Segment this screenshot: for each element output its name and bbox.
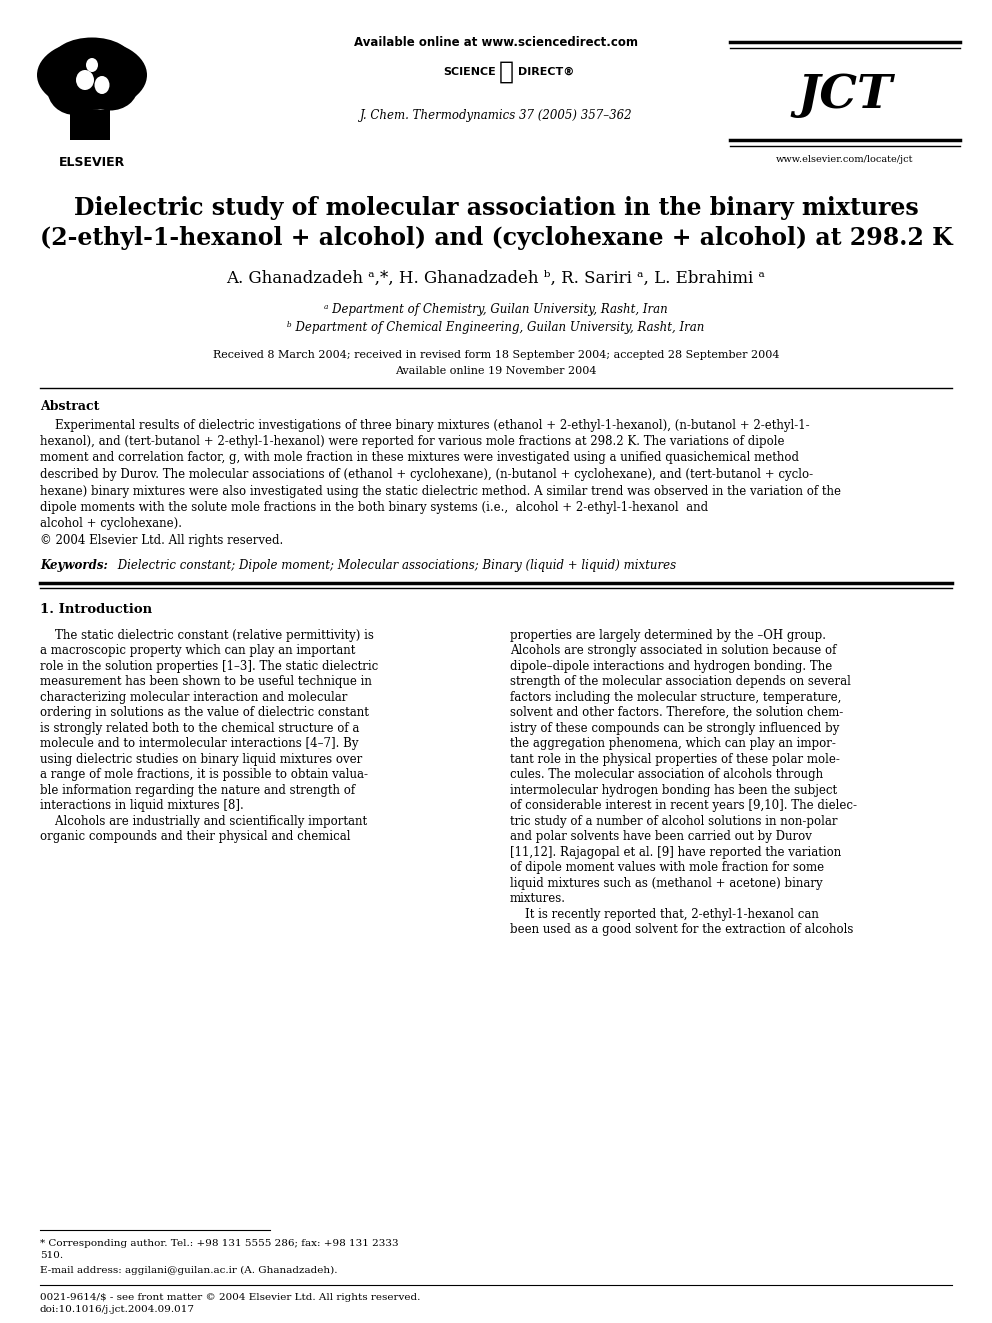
Text: SCIENCE: SCIENCE: [443, 67, 496, 77]
Text: Alcohols are strongly associated in solution because of: Alcohols are strongly associated in solu…: [510, 644, 836, 658]
Text: the aggregation phenomena, which can play an impor-: the aggregation phenomena, which can pla…: [510, 737, 836, 750]
Text: and polar solvents have been carried out by Durov: and polar solvents have been carried out…: [510, 831, 811, 843]
Ellipse shape: [94, 75, 109, 94]
Ellipse shape: [48, 65, 102, 115]
Text: * Corresponding author. Tel.: +98 131 5555 286; fax: +98 131 2333: * Corresponding author. Tel.: +98 131 55…: [40, 1240, 399, 1249]
Text: interactions in liquid mixtures [8].: interactions in liquid mixtures [8].: [40, 799, 244, 812]
Text: characterizing molecular interaction and molecular: characterizing molecular interaction and…: [40, 691, 347, 704]
Text: organic compounds and their physical and chemical: organic compounds and their physical and…: [40, 831, 350, 843]
Text: Abstract: Abstract: [40, 400, 99, 413]
Text: a macroscopic property which can play an important: a macroscopic property which can play an…: [40, 644, 355, 658]
Text: is strongly related both to the chemical structure of a: is strongly related both to the chemical…: [40, 722, 359, 734]
Text: It is recently reported that, 2-ethyl-1-hexanol can: It is recently reported that, 2-ethyl-1-…: [510, 908, 818, 921]
Text: strength of the molecular association depends on several: strength of the molecular association de…: [510, 675, 851, 688]
Text: Alcohols are industrially and scientifically important: Alcohols are industrially and scientific…: [40, 815, 367, 828]
Text: using dielectric studies on binary liquid mixtures over: using dielectric studies on binary liqui…: [40, 753, 362, 766]
Text: liquid mixtures such as (methanol + acetone) binary: liquid mixtures such as (methanol + acet…: [510, 877, 822, 890]
Text: tric study of a number of alcohol solutions in non-polar: tric study of a number of alcohol soluti…: [510, 815, 837, 828]
Text: ⓓ: ⓓ: [499, 60, 514, 83]
Text: Experimental results of dielectric investigations of three binary mixtures (etha: Experimental results of dielectric inves…: [40, 418, 809, 431]
Text: been used as a good solvent for the extraction of alcohols: been used as a good solvent for the extr…: [510, 923, 853, 937]
Text: factors including the molecular structure, temperature,: factors including the molecular structur…: [510, 691, 841, 704]
Text: hexane) binary mixtures were also investigated using the static dielectric metho: hexane) binary mixtures were also invest…: [40, 484, 841, 497]
Text: (2-ethyl-1-hexanol + alcohol) and (cyclohexane + alcohol) at 298.2 K: (2-ethyl-1-hexanol + alcohol) and (cyclo…: [40, 226, 952, 250]
Text: ELSEVIER: ELSEVIER: [59, 156, 125, 168]
Text: 510.: 510.: [40, 1252, 63, 1261]
Text: intermolecular hydrogen bonding has been the subject: intermolecular hydrogen bonding has been…: [510, 783, 837, 796]
Bar: [70, 110, 110, 140]
Text: ᵃ Department of Chemistry, Guilan University, Rasht, Iran: ᵃ Department of Chemistry, Guilan Univer…: [324, 303, 668, 316]
Text: Available online 19 November 2004: Available online 19 November 2004: [395, 366, 597, 376]
Text: JCT: JCT: [798, 71, 893, 118]
Text: 0021-9614/$ - see front matter © 2004 Elsevier Ltd. All rights reserved.: 0021-9614/$ - see front matter © 2004 El…: [40, 1293, 421, 1302]
Text: A. Ghanadzadeh ᵃ,*, H. Ghanadzadeh ᵇ, R. Sariri ᵃ, L. Ebrahimi ᵃ: A. Ghanadzadeh ᵃ,*, H. Ghanadzadeh ᵇ, R.…: [226, 270, 766, 287]
Text: of dipole moment values with mole fraction for some: of dipole moment values with mole fracti…: [510, 861, 824, 875]
Text: The static dielectric constant (relative permittivity) is: The static dielectric constant (relative…: [40, 628, 374, 642]
Text: measurement has been shown to be useful technique in: measurement has been shown to be useful …: [40, 675, 372, 688]
Text: Available online at www.sciencedirect.com: Available online at www.sciencedirect.co…: [354, 36, 638, 49]
Ellipse shape: [86, 58, 98, 71]
Text: Keywords:: Keywords:: [40, 558, 108, 572]
Text: dipole moments with the solute mole fractions in the both binary systems (i.e., : dipole moments with the solute mole frac…: [40, 501, 708, 515]
Text: a range of mole fractions, it is possible to obtain valua-: a range of mole fractions, it is possibl…: [40, 769, 368, 782]
Text: ᵇ Department of Chemical Engineering, Guilan University, Rasht, Iran: ᵇ Department of Chemical Engineering, Gu…: [288, 320, 704, 333]
Text: cules. The molecular association of alcohols through: cules. The molecular association of alco…: [510, 769, 823, 782]
Text: E-mail address: aggilani@guilan.ac.ir (A. Ghanadzadeh).: E-mail address: aggilani@guilan.ac.ir (A…: [40, 1265, 337, 1274]
Text: ble information regarding the nature and strength of: ble information regarding the nature and…: [40, 783, 355, 796]
Text: © 2004 Elsevier Ltd. All rights reserved.: © 2004 Elsevier Ltd. All rights reserved…: [40, 534, 284, 546]
Text: Dielectric constant; Dipole moment; Molecular associations; Binary (liquid + liq: Dielectric constant; Dipole moment; Mole…: [114, 558, 677, 572]
Text: doi:10.1016/j.jct.2004.09.017: doi:10.1016/j.jct.2004.09.017: [40, 1306, 195, 1315]
Text: DIRECT®: DIRECT®: [518, 67, 574, 77]
Text: [11,12]. Rajagopal et al. [9] have reported the variation: [11,12]. Rajagopal et al. [9] have repor…: [510, 845, 841, 859]
Ellipse shape: [82, 66, 138, 111]
Text: Dielectric study of molecular association in the binary mixtures: Dielectric study of molecular associatio…: [73, 196, 919, 220]
Text: solvent and other factors. Therefore, the solution chem-: solvent and other factors. Therefore, th…: [510, 706, 843, 720]
Text: properties are largely determined by the –OH group.: properties are largely determined by the…: [510, 628, 826, 642]
Text: ordering in solutions as the value of dielectric constant: ordering in solutions as the value of di…: [40, 706, 369, 720]
Text: of considerable interest in recent years [9,10]. The dielec-: of considerable interest in recent years…: [510, 799, 857, 812]
Ellipse shape: [52, 37, 132, 82]
Text: dipole–dipole interactions and hydrogen bonding. The: dipole–dipole interactions and hydrogen …: [510, 660, 832, 673]
Text: alcohol + cyclohexane).: alcohol + cyclohexane).: [40, 517, 182, 531]
Text: described by Durov. The molecular associations of (ethanol + cyclohexane), (n-bu: described by Durov. The molecular associ…: [40, 468, 813, 482]
Text: mixtures.: mixtures.: [510, 892, 566, 905]
Text: hexanol), and (tert-butanol + 2-ethyl-1-hexanol) were reported for various mole : hexanol), and (tert-butanol + 2-ethyl-1-…: [40, 435, 785, 448]
Text: tant role in the physical properties of these polar mole-: tant role in the physical properties of …: [510, 753, 840, 766]
Text: J. Chem. Thermodynamics 37 (2005) 357–362: J. Chem. Thermodynamics 37 (2005) 357–36…: [360, 108, 632, 122]
Text: 1. Introduction: 1. Introduction: [40, 603, 152, 615]
Text: role in the solution properties [1–3]. The static dielectric: role in the solution properties [1–3]. T…: [40, 660, 378, 673]
Text: www.elsevier.com/locate/jct: www.elsevier.com/locate/jct: [777, 156, 914, 164]
Text: Received 8 March 2004; received in revised form 18 September 2004; accepted 28 S: Received 8 March 2004; received in revis…: [212, 351, 780, 360]
Ellipse shape: [76, 70, 94, 90]
Text: molecule and to intermolecular interactions [4–7]. By: molecule and to intermolecular interacti…: [40, 737, 358, 750]
Ellipse shape: [37, 40, 147, 110]
Text: istry of these compounds can be strongly influenced by: istry of these compounds can be strongly…: [510, 722, 839, 734]
Text: moment and correlation factor, g, with mole fraction in these mixtures were inve: moment and correlation factor, g, with m…: [40, 451, 799, 464]
